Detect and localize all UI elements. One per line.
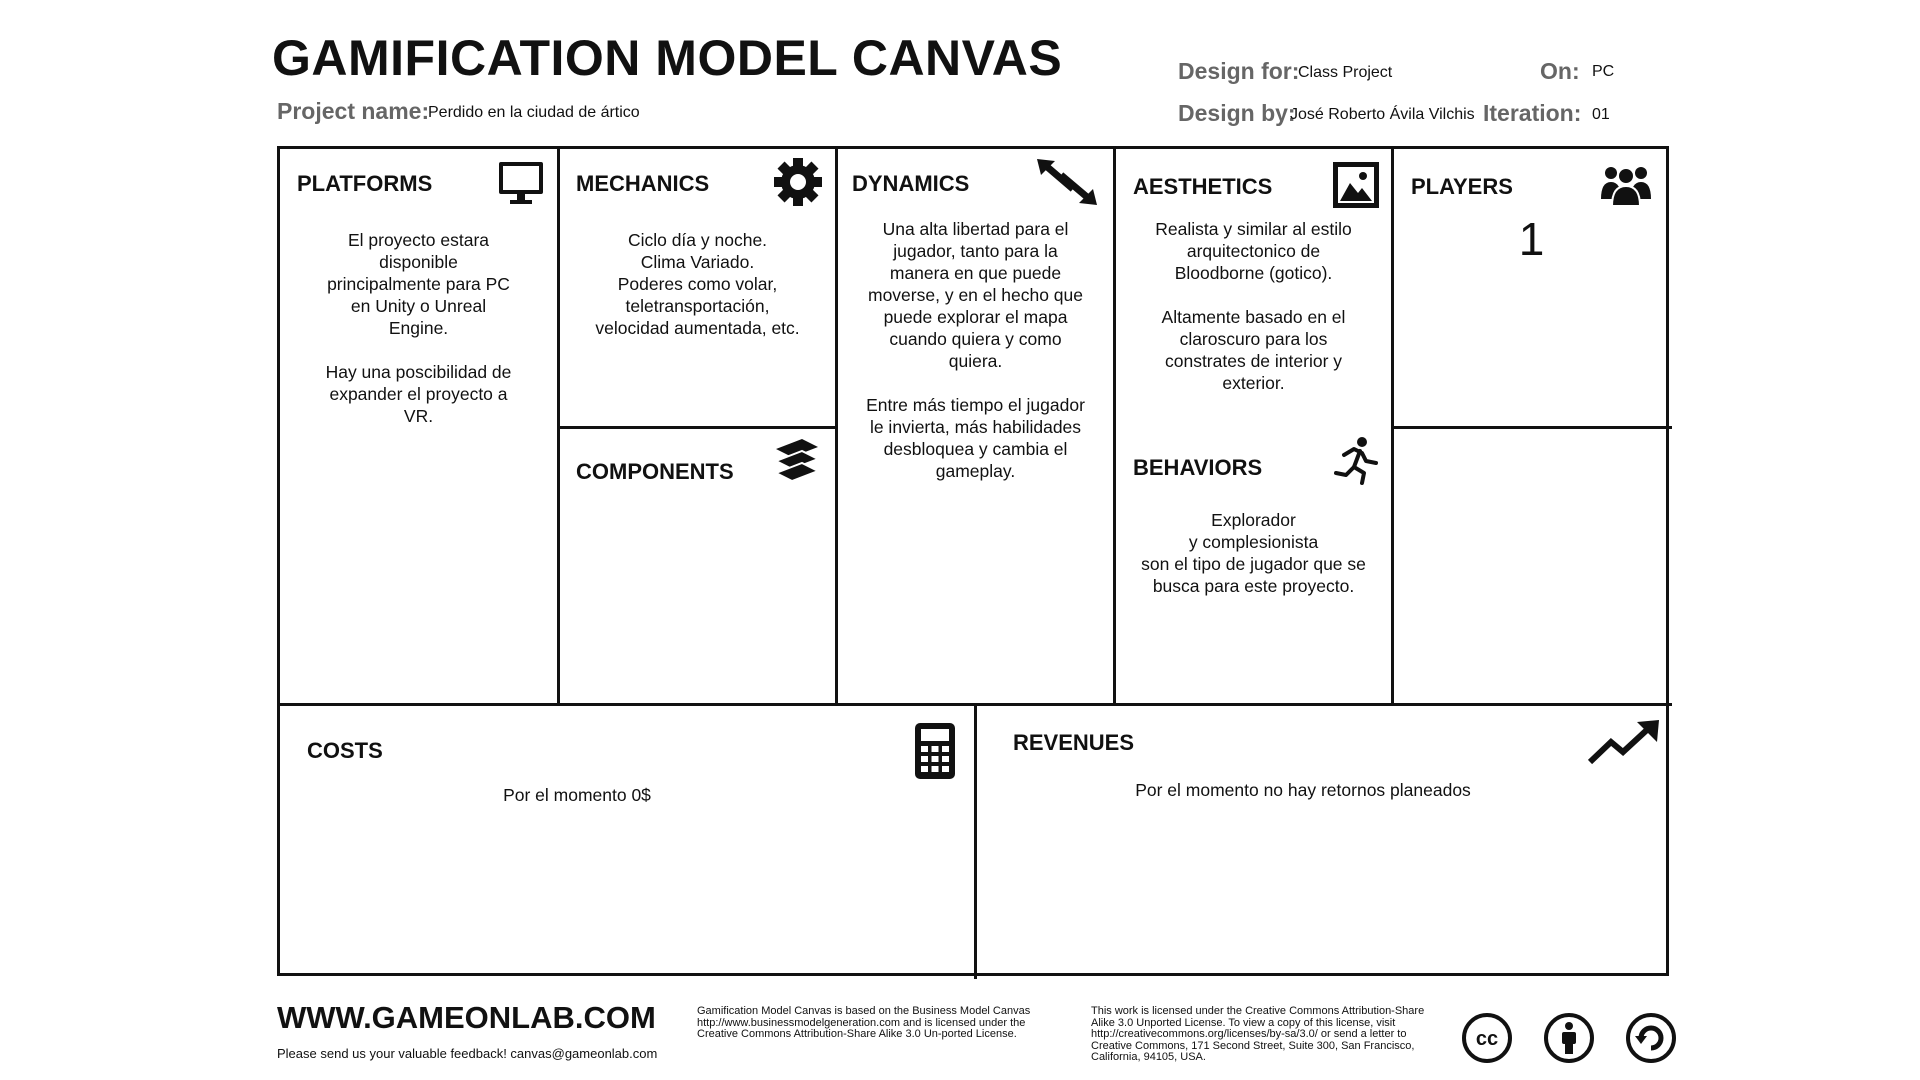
- calculator-icon: [914, 722, 956, 780]
- iteration-value: 01: [1592, 106, 1610, 123]
- divider: [1391, 426, 1672, 429]
- costs-section: COSTS Por el momento 0$: [280, 706, 974, 979]
- design-for-value: Class Project: [1298, 64, 1393, 81]
- behaviors-heading: BEHAVIORS: [1133, 455, 1263, 480]
- on-label: On:: [1540, 58, 1580, 84]
- divider: [557, 426, 838, 429]
- design-by-label: Design by:: [1178, 100, 1296, 126]
- mechanics-section: MECHANICS Ciclo día y noche. Clima Varia…: [560, 149, 835, 426]
- cc-badge-text: cc: [1476, 1028, 1498, 1050]
- running-person-icon: [1332, 435, 1382, 485]
- gear-icon: [773, 157, 823, 207]
- canvas-grid: PLATFORMS El proyecto estara disponible …: [277, 146, 1672, 979]
- on-value: PC: [1592, 63, 1615, 80]
- footer-site[interactable]: WWW.GAMEONLAB.COM: [277, 1000, 656, 1035]
- behaviors-section: BEHAVIORS Explorador y complesionista so…: [1116, 429, 1391, 703]
- platforms-heading: PLATFORMS: [297, 171, 433, 196]
- dynamics-section: DYNAMICS Una alta libertad para el jugad…: [838, 149, 1113, 703]
- divider: [974, 703, 977, 979]
- trend-up-icon: [1587, 718, 1661, 768]
- footer-license: This work is licensed under the Creative…: [1091, 1005, 1425, 1063]
- costs-heading: COSTS: [307, 738, 383, 763]
- project-name-value: Perdido en la ciudad de ártico: [428, 104, 640, 121]
- divider: [1113, 149, 1116, 703]
- dynamics-heading: DYNAMICS: [852, 171, 970, 196]
- aesthetics-text: Realista y similar al estilo arquitecton…: [1155, 219, 1352, 393]
- platforms-text: El proyecto estara disponible principalm…: [325, 230, 512, 426]
- attribution-icon: [1543, 1012, 1595, 1069]
- players-heading: PLAYERS: [1411, 174, 1513, 199]
- footer-feedback: Please send us your valuable feedback! c…: [277, 1046, 658, 1061]
- group-icon: [1600, 159, 1652, 207]
- costs-text: Por el momento 0$: [503, 785, 651, 805]
- components-heading: COMPONENTS: [576, 459, 734, 484]
- players-section: PLAYERS 1: [1394, 149, 1669, 703]
- stack-icon: [772, 437, 822, 487]
- share-alike-icon: [1625, 1012, 1677, 1069]
- components-section: COMPONENTS: [560, 429, 835, 703]
- picture-icon: [1332, 161, 1380, 209]
- platforms-section: PLATFORMS El proyecto estara disponible …: [280, 149, 557, 703]
- project-name-label: Project name:: [277, 98, 430, 124]
- players-count: 1: [1518, 213, 1545, 265]
- mechanics-text: Ciclo día y noche. Clima Variado. Podere…: [595, 230, 800, 338]
- arrows-icon: [1035, 157, 1099, 207]
- canvas-title: GAMIFICATION MODEL CANVAS: [272, 30, 1063, 86]
- revenues-text: Por el momento no hay retornos planeados: [1135, 780, 1471, 800]
- revenues-heading: REVENUES: [1013, 730, 1135, 755]
- aesthetics-section: AESTHETICS Realista y similar al estilo …: [1116, 149, 1391, 426]
- design-for-label: Design for:: [1178, 58, 1300, 84]
- iteration-label: Iteration:: [1483, 100, 1582, 126]
- monitor-icon: [497, 159, 545, 207]
- revenues-section: REVENUES Por el momento no hay retornos …: [977, 706, 1669, 979]
- aesthetics-heading: AESTHETICS: [1133, 174, 1273, 199]
- dynamics-text: Una alta libertad para el jugador, tanto…: [866, 219, 1085, 481]
- footer-based-on: Gamification Model Canvas is based on th…: [697, 1005, 1031, 1040]
- cc-icon: cc: [1461, 1012, 1513, 1069]
- mechanics-heading: MECHANICS: [576, 171, 710, 196]
- design-by-value: José Roberto Ávila Vilchis: [1290, 106, 1475, 123]
- behaviors-text: Explorador y complesionista son el tipo …: [1141, 510, 1366, 596]
